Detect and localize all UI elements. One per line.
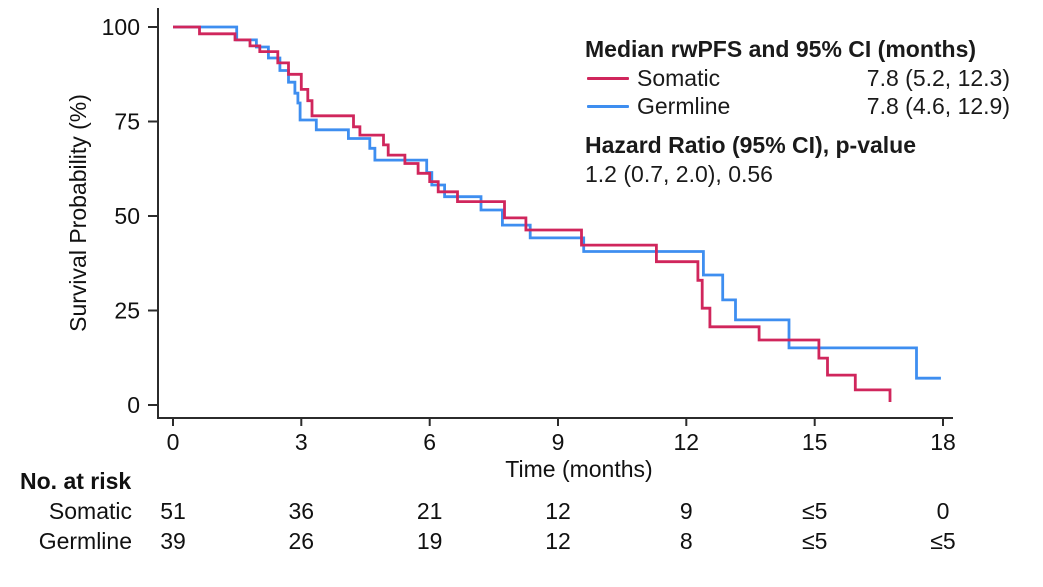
y-tick-label: 50 xyxy=(114,203,140,229)
hazard-ratio-value: 1.2 (0.7, 2.0), 0.56 xyxy=(585,161,773,187)
risk-value-germline: 8 xyxy=(680,528,693,554)
risk-value-germline: 39 xyxy=(160,528,186,554)
risk-table-values: 51 36 21 12 9 ≤5 0 39 26 19 12 8 ≤5 ≤5 xyxy=(160,498,956,554)
legend: Median rwPFS and 95% CI (months) Somatic… xyxy=(585,0,1012,200)
y-tick-label: 100 xyxy=(102,14,140,40)
risk-row-label-germline: Germline xyxy=(39,528,132,554)
risk-value-germline: 19 xyxy=(417,528,443,554)
risk-table-title: No. at risk xyxy=(20,468,131,494)
x-tick-label: 15 xyxy=(802,429,828,455)
x-tick-label: 18 xyxy=(930,429,956,455)
legend-value-somatic: 7.8 (5.2, 12.3) xyxy=(866,65,1010,91)
x-tick-label: 9 xyxy=(552,429,565,455)
legend-row-somatic: Somatic 7.8 (5.2, 12.3) xyxy=(585,64,1012,92)
y-tick-label: 25 xyxy=(114,298,140,324)
risk-row-label-somatic: Somatic xyxy=(49,498,132,524)
x-axis-title: Time (months) xyxy=(505,456,652,482)
risk-value-germline: 26 xyxy=(289,528,315,554)
x-tick-label: 3 xyxy=(295,429,308,455)
risk-value-germline: ≤5 xyxy=(802,528,827,554)
x-tick-label: 0 xyxy=(167,429,180,455)
risk-value-somatic: 0 xyxy=(937,498,950,524)
hazard-ratio-title: Hazard Ratio (95% CI), p-value xyxy=(585,132,917,158)
legend-label-germline: Germline xyxy=(637,93,731,119)
y-tick-label: 0 xyxy=(127,392,140,418)
legend-label-somatic: Somatic xyxy=(637,65,721,91)
survival-curves xyxy=(173,25,941,402)
somatic-curve xyxy=(173,25,892,402)
y-tick-label: 75 xyxy=(114,109,140,135)
legend-value-germline: 7.8 (4.6, 12.9) xyxy=(866,93,1010,119)
x-tick-label: 12 xyxy=(674,429,700,455)
risk-value-somatic: 9 xyxy=(680,498,693,524)
axis-lines xyxy=(157,8,953,419)
risk-value-germline: ≤5 xyxy=(930,528,955,554)
legend-title: Median rwPFS and 95% CI (months) xyxy=(585,36,977,62)
risk-value-somatic: 21 xyxy=(417,498,443,524)
risk-value-germline: 12 xyxy=(545,528,571,554)
germline-line-swatch xyxy=(587,105,629,108)
risk-value-somatic: 51 xyxy=(160,498,186,524)
risk-value-somatic: ≤5 xyxy=(802,498,827,524)
risk-value-somatic: 36 xyxy=(289,498,315,524)
risk-value-somatic: 12 xyxy=(545,498,571,524)
germline-curve xyxy=(173,25,941,380)
y-axis-title: Survival Probability (%) xyxy=(65,94,91,332)
legend-row-germline: Germline 7.8 (4.6, 12.9) xyxy=(585,92,1012,120)
axes xyxy=(157,8,953,419)
x-tick-label: 6 xyxy=(423,429,436,455)
axis-ticks: 0 25 50 75 100 0 3 6 9 12 15 18 xyxy=(102,14,956,455)
somatic-line-swatch xyxy=(587,77,629,80)
